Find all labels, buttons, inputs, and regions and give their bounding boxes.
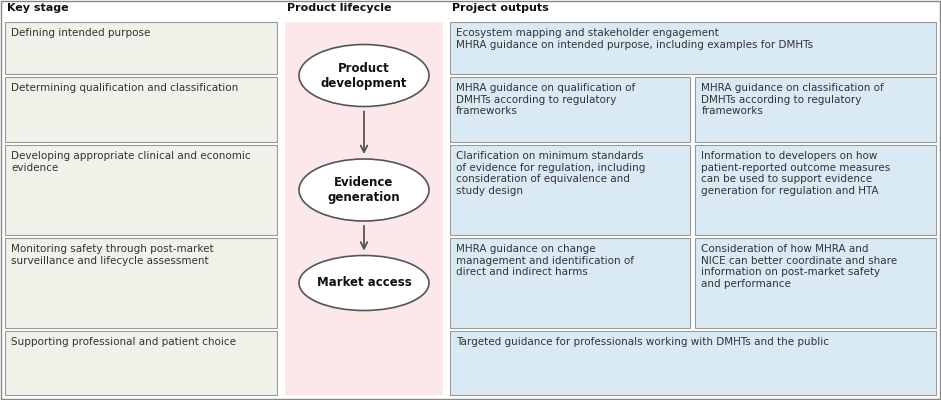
Bar xyxy=(450,145,691,235)
Text: Consideration of how MHRA and
NICE can better coordinate and share
information o: Consideration of how MHRA and NICE can b… xyxy=(701,244,898,289)
Text: Clarification on minimum standards
of evidence for regulation, including
conside: Clarification on minimum standards of ev… xyxy=(456,151,646,196)
Bar xyxy=(450,238,691,328)
Text: Monitoring safety through post-market
surveillance and lifecycle assessment: Monitoring safety through post-market su… xyxy=(11,244,214,266)
Bar xyxy=(695,145,936,235)
Text: Supporting professional and patient choice: Supporting professional and patient choi… xyxy=(11,337,236,347)
Bar xyxy=(450,331,936,395)
Text: Developing appropriate clinical and economic
evidence: Developing appropriate clinical and econ… xyxy=(11,151,250,173)
Text: MHRA guidance on classification of
DMHTs according to regulatory
frameworks: MHRA guidance on classification of DMHTs… xyxy=(701,83,885,116)
Text: Ecosystem mapping and stakeholder engagement
MHRA guidance on intended purpose, : Ecosystem mapping and stakeholder engage… xyxy=(456,28,813,50)
Bar xyxy=(5,145,277,235)
Ellipse shape xyxy=(299,256,429,310)
Text: Determining qualification and classification: Determining qualification and classifica… xyxy=(11,83,238,93)
Text: Market access: Market access xyxy=(316,276,411,290)
Text: Product
development: Product development xyxy=(321,62,407,90)
Bar xyxy=(5,238,277,328)
Text: Defining intended purpose: Defining intended purpose xyxy=(11,28,151,38)
Bar xyxy=(695,77,936,142)
Bar xyxy=(695,238,936,328)
Bar xyxy=(5,77,277,142)
Text: Product lifecycle: Product lifecycle xyxy=(287,3,391,13)
Text: Key stage: Key stage xyxy=(7,3,69,13)
Text: Evidence
generation: Evidence generation xyxy=(327,176,400,204)
Bar xyxy=(285,22,443,395)
Text: Targeted guidance for professionals working with DMHTs and the public: Targeted guidance for professionals work… xyxy=(456,337,829,347)
Text: MHRA guidance on change
management and identification of
direct and indirect har: MHRA guidance on change management and i… xyxy=(456,244,634,277)
Ellipse shape xyxy=(299,44,429,106)
Text: Information to developers on how
patient-reported outcome measures
can be used t: Information to developers on how patient… xyxy=(701,151,891,196)
Bar xyxy=(450,22,936,74)
Bar xyxy=(5,22,277,74)
Bar xyxy=(5,331,277,395)
Bar xyxy=(450,77,691,142)
Ellipse shape xyxy=(299,159,429,221)
Text: MHRA guidance on qualification of
DMHTs according to regulatory
frameworks: MHRA guidance on qualification of DMHTs … xyxy=(456,83,635,116)
Text: Project outputs: Project outputs xyxy=(452,3,549,13)
